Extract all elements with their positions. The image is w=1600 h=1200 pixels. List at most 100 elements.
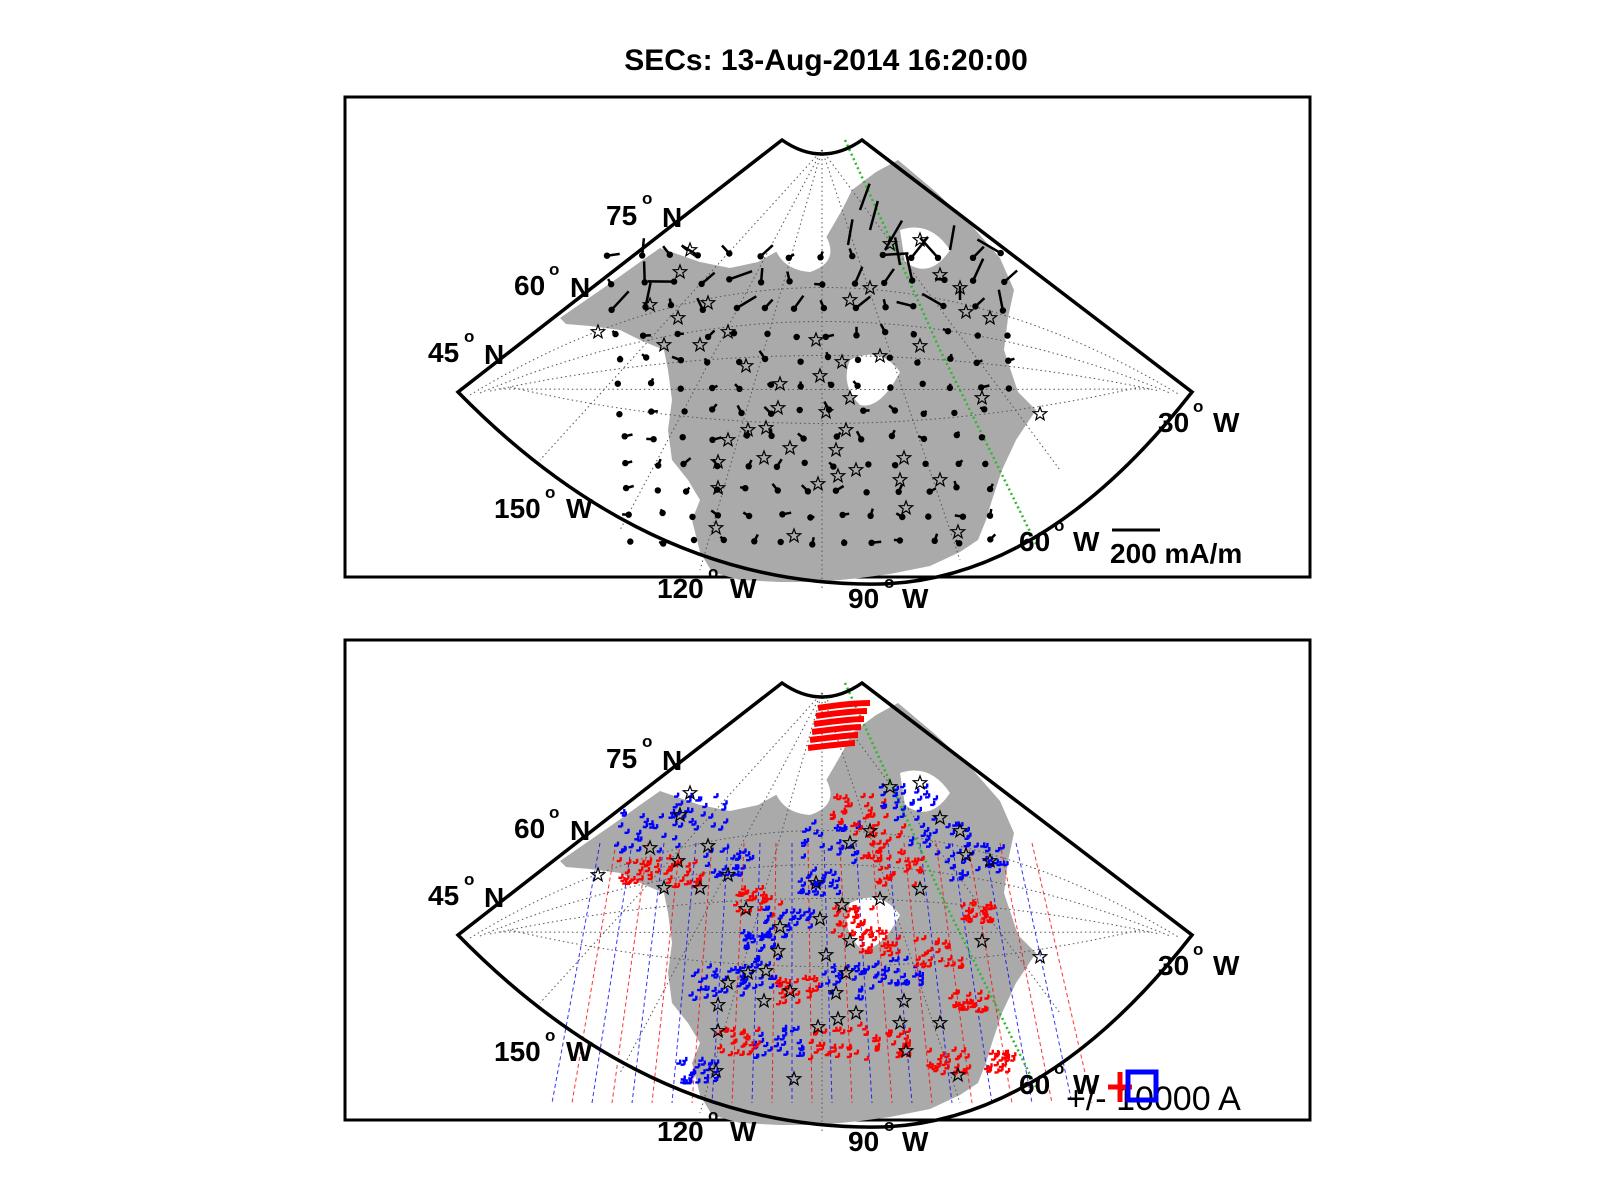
negative-amplitude-marker (836, 850, 842, 856)
negative-amplitude-marker (740, 864, 746, 870)
negative-amplitude-marker (693, 825, 699, 831)
negative-amplitude-marker (628, 843, 634, 849)
negative-amplitude-marker (880, 802, 886, 808)
svg-text:o: o (545, 1026, 555, 1045)
positive-amplitude-marker (935, 948, 941, 954)
current-vector-line (842, 539, 846, 543)
positive-amplitude-marker (842, 809, 848, 815)
current-vector-line (852, 380, 859, 387)
positive-amplitude-marker (994, 1068, 1000, 1074)
negative-amplitude-marker (703, 852, 709, 858)
negative-amplitude-marker (717, 987, 723, 993)
current-vector-line (1005, 334, 1009, 337)
negative-amplitude-marker (634, 835, 640, 841)
current-vector-line (955, 430, 961, 436)
negative-amplitude-marker (945, 823, 951, 829)
positive-amplitude-marker (807, 740, 856, 751)
current-vector-line (668, 298, 673, 306)
current-vector-line (869, 508, 874, 517)
negative-amplitude-marker (877, 977, 883, 983)
panel-top: 75 o N 60 o N 45 o N 30 o W 60 o W 90 o … (343, 95, 1312, 614)
negative-amplitude-marker (813, 829, 819, 835)
current-vector-line (879, 323, 887, 333)
negative-amplitude-marker (678, 800, 684, 806)
positive-amplitude-marker (740, 1042, 746, 1048)
svg-text:o: o (1193, 397, 1203, 416)
current-vector-line (607, 278, 613, 285)
negative-amplitude-marker (811, 866, 817, 872)
panel-top-lat-label-75-hem: N (662, 202, 682, 233)
negative-amplitude-marker (900, 805, 906, 811)
current-vector-line (710, 509, 719, 517)
positive-amplitude-marker (833, 911, 839, 917)
positive-amplitude-marker (870, 841, 876, 847)
positive-amplitude-marker (639, 859, 645, 866)
current-vector-line (624, 433, 633, 438)
negative-amplitude-marker (695, 1063, 701, 1069)
positive-amplitude-marker (759, 899, 765, 905)
negative-amplitude-marker (773, 1042, 779, 1048)
positive-amplitude-marker (954, 989, 960, 995)
negative-amplitude-marker (851, 965, 857, 971)
positive-amplitude-marker (927, 956, 933, 962)
negative-amplitude-marker (892, 791, 898, 798)
positive-amplitude-marker (757, 906, 763, 912)
positive-amplitude-marker (900, 849, 906, 856)
station-star-icon (769, 942, 787, 959)
amplitude-guide-line (855, 842, 873, 1104)
negative-amplitude-marker (945, 843, 951, 849)
positive-amplitude-marker (734, 1049, 740, 1055)
positive-amplitude-marker (777, 900, 784, 906)
negative-amplitude-marker (675, 842, 681, 849)
station-star-icon (809, 475, 827, 492)
negative-amplitude-marker (805, 915, 811, 922)
positive-amplitude-marker (732, 1038, 738, 1044)
positive-amplitude-marker (939, 1051, 946, 1057)
positive-amplitude-marker (870, 854, 876, 860)
positive-amplitude-marker (905, 1027, 911, 1033)
positive-amplitude-marker (829, 814, 835, 820)
current-vector-line (853, 266, 864, 285)
positive-amplitude-marker (934, 940, 940, 946)
positive-amplitude-marker (876, 839, 882, 845)
panel-top-lon-label-60-hem: W (1073, 526, 1100, 557)
negative-amplitude-marker (755, 955, 761, 961)
positive-amplitude-marker (837, 932, 844, 938)
current-vector-line (858, 183, 871, 211)
negative-amplitude-marker (950, 852, 956, 858)
negative-amplitude-marker (827, 845, 833, 851)
negative-amplitude-marker (851, 975, 857, 981)
negative-amplitude-marker (894, 798, 900, 804)
station-star-icon (827, 441, 845, 458)
positive-amplitude-marker (638, 866, 644, 872)
amplitude-guide-line (839, 842, 853, 1104)
station-star-icon (981, 309, 999, 326)
positive-amplitude-marker (877, 865, 884, 871)
current-vector-line (788, 253, 795, 259)
current-vector-line (685, 486, 691, 493)
station-star-icon (949, 1066, 967, 1083)
current-vector-line (954, 514, 964, 518)
current-vector-line (988, 483, 995, 490)
negative-amplitude-marker (643, 817, 649, 824)
negative-amplitude-marker (995, 868, 1001, 874)
positive-amplitude-marker (905, 1042, 911, 1048)
station-star-icon (861, 822, 879, 839)
current-vector-line (905, 253, 914, 281)
station-star-icon (841, 291, 859, 308)
station-star-icon (781, 439, 799, 456)
positive-amplitude-marker (984, 1064, 990, 1071)
panel-bottom-lon-label-60: 60 (1019, 1069, 1050, 1100)
positive-amplitude-marker (862, 1025, 868, 1031)
svg-text:o: o (549, 803, 559, 822)
current-vector-line (606, 252, 620, 257)
positive-amplitude-marker (984, 994, 990, 1000)
negative-amplitude-marker (688, 807, 694, 814)
positive-amplitude-marker (911, 857, 917, 863)
negative-amplitude-marker (925, 793, 931, 799)
positive-amplitude-marker (882, 881, 888, 887)
svg-text:o: o (708, 1106, 718, 1125)
positive-amplitude-marker (832, 904, 838, 910)
negative-amplitude-marker (819, 843, 825, 849)
positive-amplitude-marker (862, 814, 868, 820)
